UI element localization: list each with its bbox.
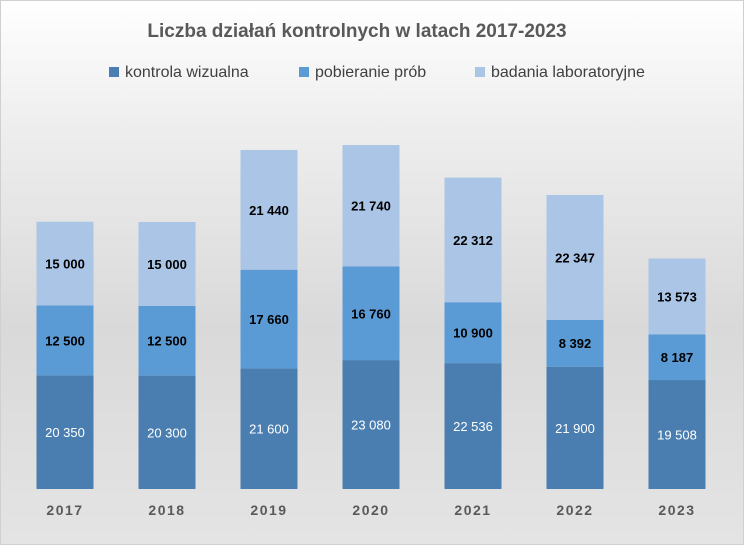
- bar-segment: [138, 305, 196, 376]
- data-label: 13 573: [657, 289, 697, 304]
- bar-segment: [648, 334, 706, 381]
- bar-segment: [444, 363, 502, 489]
- data-label: 21 740: [351, 199, 391, 214]
- data-label: 21 600: [249, 422, 289, 437]
- bars: 20 350 12 500 15 000 20 300 12 500 15 000 21 6…: [36, 145, 706, 489]
- data-label: 22 347: [555, 250, 595, 265]
- legend-label: kontrola wizualna: [125, 64, 249, 81]
- data-label: 15 000: [45, 257, 85, 272]
- bar-segment: [342, 266, 400, 361]
- legend-swatch: [475, 67, 485, 77]
- bar-segment: [36, 305, 94, 376]
- data-label: 12 500: [45, 333, 85, 348]
- bar-segment: [546, 194, 604, 320]
- data-label: 19 508: [657, 428, 697, 443]
- x-axis: 2017 2018 2019 2020 2021 2022 2023: [46, 502, 695, 518]
- chart-title: Liczba działań kontrolnych w latach 2017…: [147, 21, 566, 42]
- bar-segment: [36, 375, 94, 489]
- data-label: 8 187: [661, 350, 694, 365]
- bar-segment: [138, 222, 196, 306]
- bar-segment: [240, 368, 298, 489]
- legend: kontrola wizualna pobieranie prób badania …: [109, 64, 645, 81]
- bar-segment: [342, 145, 400, 267]
- x-tick-label: 2021: [454, 502, 491, 518]
- legend-swatch: [299, 67, 309, 77]
- data-label: 8 392: [559, 336, 592, 351]
- bar-segment: [36, 221, 94, 306]
- bar-segment: [138, 375, 196, 489]
- bar-segment: [648, 258, 706, 335]
- bar-segment: [444, 302, 502, 364]
- bar-segment: [240, 269, 298, 369]
- bar-segment: [342, 360, 400, 489]
- legend-label: pobieranie prób: [315, 64, 426, 81]
- x-tick-label: 2022: [556, 502, 593, 518]
- x-tick-label: 2020: [352, 502, 389, 518]
- data-label: 16 760: [351, 306, 391, 321]
- bar-segment: [444, 177, 502, 303]
- bar-segment: [546, 319, 604, 367]
- x-tick-label: 2019: [250, 502, 287, 518]
- legend-swatch: [109, 67, 119, 77]
- bar-segment: [648, 380, 706, 489]
- data-label: 22 312: [453, 233, 493, 248]
- data-label: 20 350: [45, 425, 85, 440]
- data-label: 10 900: [453, 326, 493, 341]
- data-label: 15 000: [147, 257, 187, 272]
- x-tick-label: 2018: [148, 502, 185, 518]
- data-label: 12 500: [147, 334, 187, 349]
- data-label: 21 900: [555, 421, 595, 436]
- bar-segment: [546, 366, 604, 489]
- data-label: 22 536: [453, 419, 493, 434]
- x-tick-label: 2023: [658, 502, 695, 518]
- x-tick-label: 2017: [46, 502, 83, 518]
- data-label: 21 440: [249, 203, 289, 218]
- data-label: 23 080: [351, 418, 391, 433]
- data-label: 20 300: [147, 425, 187, 440]
- data-label: 17 660: [249, 312, 289, 327]
- bar-segment: [240, 149, 298, 270]
- legend-label: badania laboratoryjne: [491, 64, 645, 81]
